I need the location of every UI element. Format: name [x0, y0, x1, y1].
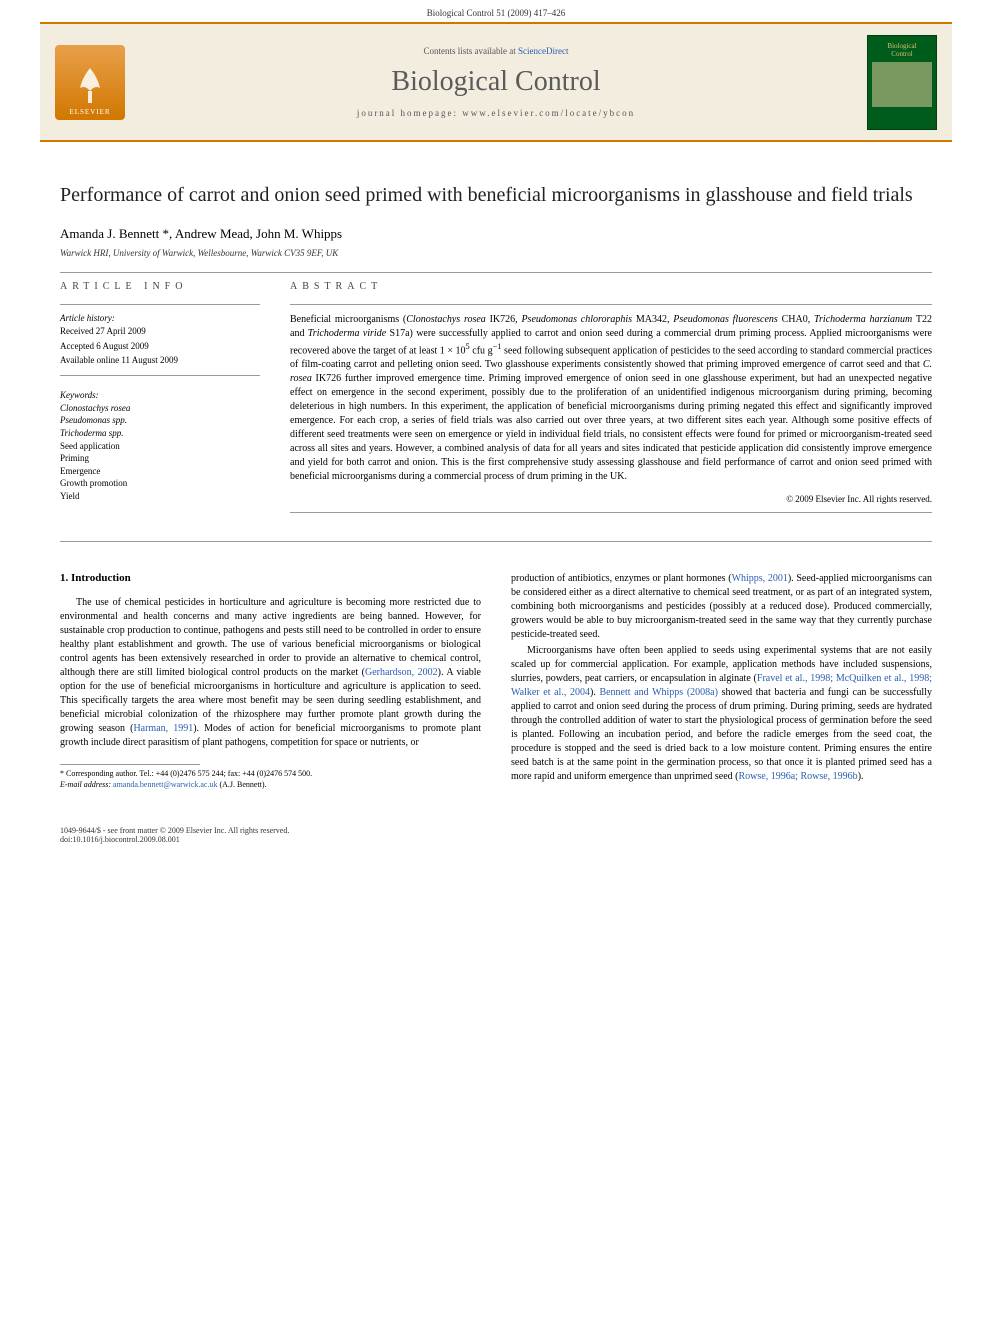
accepted-date: Accepted 6 August 2009 — [60, 340, 260, 353]
elsevier-logo: ELSEVIER — [55, 45, 125, 120]
footnote-email: E-mail address: amanda.bennett@warwick.a… — [60, 780, 481, 790]
banner-right: Biological Control — [852, 24, 952, 140]
citation-header: Biological Control 51 (2009) 417–426 — [0, 0, 992, 22]
keywords-list: Clonostachys roseaPseudomonas spp.Tricho… — [60, 402, 260, 503]
col2-para-2: Microorganisms have often been applied t… — [511, 644, 932, 784]
col2-para-1: production of antibiotics, enzymes or pl… — [511, 572, 932, 642]
online-date: Available online 11 August 2009 — [60, 354, 260, 367]
authors: Amanda J. Bennett *, Andrew Mead, John M… — [60, 226, 932, 242]
body-col-left: 1. Introduction The use of chemical pest… — [60, 572, 481, 790]
elsevier-tree-icon — [70, 63, 110, 108]
divider-info-2 — [60, 375, 260, 376]
keyword-item: Yield — [60, 490, 260, 503]
contents-prefix: Contents lists available at — [424, 46, 518, 56]
article-title: Performance of carrot and onion seed pri… — [60, 182, 932, 208]
divider-abstract — [290, 304, 932, 305]
banner-left: ELSEVIER — [40, 24, 140, 140]
footer-line-2: doi:10.1016/j.biocontrol.2009.08.001 — [60, 835, 932, 844]
keyword-item: Trichoderma spp. — [60, 427, 260, 440]
journal-banner: ELSEVIER Contents lists available at Sci… — [40, 22, 952, 142]
cover-title-top: Biological — [887, 42, 916, 50]
cover-image — [872, 62, 932, 107]
cover-title-bottom: Control — [891, 50, 912, 58]
banner-center: Contents lists available at ScienceDirec… — [140, 24, 852, 140]
abstract-copyright: © 2009 Elsevier Inc. All rights reserved… — [290, 494, 932, 504]
abstract-heading: ABSTRACT — [290, 281, 932, 292]
intro-para-1: The use of chemical pesticides in hortic… — [60, 596, 481, 750]
content: Performance of carrot and onion seed pri… — [0, 142, 992, 820]
footnote-corresponding: * Corresponding author. Tel.: +44 (0)247… — [60, 769, 481, 779]
email-suffix: (A.J. Bennett). — [219, 780, 266, 789]
body-columns: 1. Introduction The use of chemical pest… — [60, 572, 932, 790]
info-abstract-row: ARTICLE INFO Article history: Received 2… — [60, 281, 932, 521]
affiliation: Warwick HRI, University of Warwick, Well… — [60, 248, 932, 258]
body-col-right: production of antibiotics, enzymes or pl… — [511, 572, 932, 790]
email-link[interactable]: amanda.bennett@warwick.ac.uk — [113, 780, 217, 789]
divider-info-1 — [60, 304, 260, 305]
contents-available: Contents lists available at ScienceDirec… — [424, 46, 569, 56]
section-heading-intro: 1. Introduction — [60, 572, 481, 584]
keyword-item: Seed application — [60, 440, 260, 453]
history-label: Article history: — [60, 313, 260, 323]
divider-before-body — [60, 541, 932, 542]
email-label: E-mail address: — [60, 780, 111, 789]
divider-abstract-bottom — [290, 512, 932, 513]
footnote-separator — [60, 764, 200, 765]
received-date: Received 27 April 2009 — [60, 325, 260, 338]
keywords-label: Keywords: — [60, 390, 260, 400]
article-info-heading: ARTICLE INFO — [60, 281, 260, 292]
keyword-item: Emergence — [60, 465, 260, 478]
keyword-item: Clonostachys rosea — [60, 402, 260, 415]
journal-cover: Biological Control — [867, 35, 937, 130]
elsevier-label: ELSEVIER — [69, 108, 110, 116]
footer-line-1: 1049-9644/$ - see front matter © 2009 El… — [60, 826, 932, 835]
journal-homepage: journal homepage: www.elsevier.com/locat… — [357, 108, 635, 118]
keyword-item: Pseudomonas spp. — [60, 414, 260, 427]
keyword-item: Priming — [60, 452, 260, 465]
abstract-text: Beneficial microorganisms (Clonostachys … — [290, 313, 932, 484]
keyword-item: Growth promotion — [60, 477, 260, 490]
journal-name: Biological Control — [391, 66, 600, 98]
sciencedirect-link[interactable]: ScienceDirect — [518, 46, 568, 56]
abstract-column: ABSTRACT Beneficial microorganisms (Clon… — [290, 281, 932, 521]
keywords-block: Keywords: Clonostachys roseaPseudomonas … — [60, 390, 260, 503]
article-info: ARTICLE INFO Article history: Received 2… — [60, 281, 260, 521]
footer: 1049-9644/$ - see front matter © 2009 El… — [0, 820, 992, 864]
divider-top — [60, 272, 932, 273]
